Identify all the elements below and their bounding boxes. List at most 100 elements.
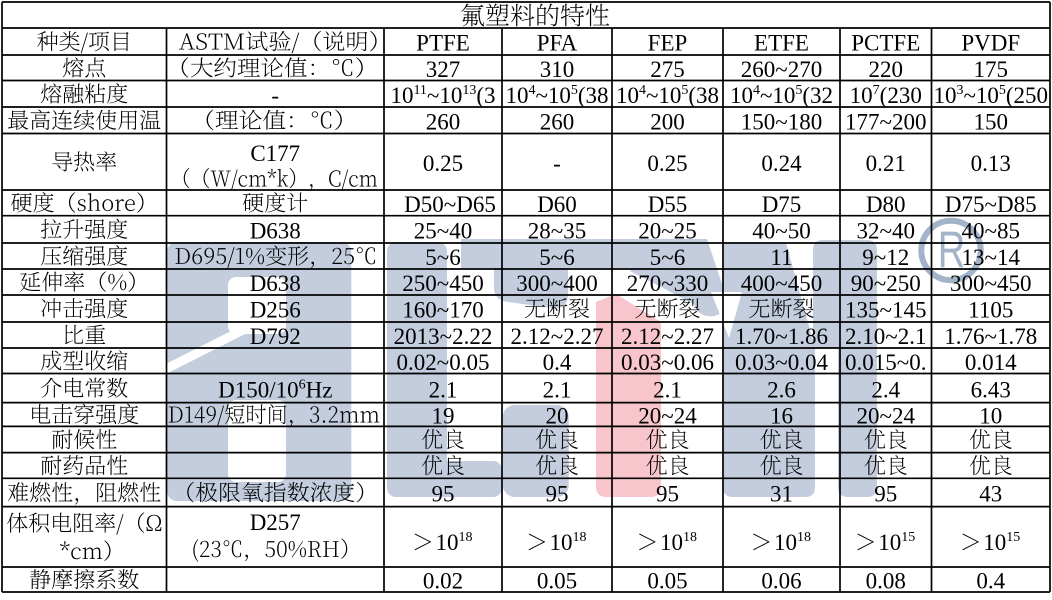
svg-text:0.08: 0.08 [866,569,906,594]
svg-text:10: 10 [979,404,1002,429]
svg-text:D638: D638 [250,271,301,296]
svg-text:275: 275 [650,57,685,82]
svg-text:2.6: 2.6 [767,377,796,402]
svg-text:2.1: 2.1 [429,377,458,402]
svg-text:9~12: 9~12 [862,245,909,270]
svg-text:D60: D60 [537,192,577,217]
svg-text:0.02~0.05: 0.02~0.05 [397,350,490,375]
svg-text:2.1: 2.1 [653,377,682,402]
svg-text:11: 11 [770,245,792,270]
svg-text:0.03~0.06: 0.03~0.06 [621,350,714,375]
svg-text:PVDF: PVDF [961,31,1020,56]
svg-text:2.10~2.1: 2.10~2.1 [845,324,926,349]
svg-text:150~180: 150~180 [741,109,822,134]
svg-text:103~105(250: 103~105(250 [933,83,1048,108]
svg-text:20~25: 20~25 [638,219,696,244]
svg-text:1.76~1.78: 1.76~1.78 [944,324,1037,349]
svg-text:260: 260 [540,109,575,134]
svg-text:D256: D256 [250,298,301,323]
svg-text:260~270: 260~270 [741,57,822,82]
svg-text:260: 260 [426,109,461,134]
svg-text:300~400: 300~400 [516,271,597,296]
svg-text:95: 95 [656,482,679,507]
svg-text:D80: D80 [866,192,906,217]
svg-text:1018: 1018 [436,530,473,555]
svg-text:90~250: 90~250 [851,271,921,296]
svg-text:D150/106Hz: D150/106Hz [218,377,332,402]
svg-text:1011~1013(3: 1011~1013(3 [390,83,495,108]
svg-text:0.4: 0.4 [543,350,572,375]
svg-text:250~450: 250~450 [402,271,483,296]
svg-text:2.12~2.27: 2.12~2.27 [511,324,604,349]
svg-text:107(230: 107(230 [850,83,922,108]
svg-text:D50~D65: D50~D65 [404,192,496,217]
svg-text:40~50: 40~50 [752,219,810,244]
svg-text:0.015~0.: 0.015~0. [845,350,926,375]
svg-text:40~85: 40~85 [962,219,1020,244]
svg-text:150: 150 [974,109,1009,134]
svg-text:16: 16 [770,404,793,429]
svg-text:104~105(38: 104~105(38 [505,83,608,108]
svg-text:135~145: 135~145 [845,298,926,323]
svg-text:95: 95 [546,482,569,507]
svg-text:1018: 1018 [550,530,587,555]
svg-text:0.06: 0.06 [761,569,801,594]
svg-text:1015: 1015 [878,530,915,555]
svg-text:19: 19 [432,404,455,429]
svg-text:28~35: 28~35 [528,219,586,244]
svg-text:D792: D792 [250,324,301,349]
svg-text:6.43: 6.43 [971,377,1011,402]
svg-text:D257: D257 [250,510,301,535]
svg-text:104~105(38: 104~105(38 [616,83,719,108]
svg-text:FEP: FEP [648,31,688,56]
svg-text:0.03~0.04: 0.03~0.04 [735,350,828,375]
svg-text:0.21: 0.21 [866,151,906,176]
svg-text:31: 31 [770,482,793,507]
svg-text:177~200: 177~200 [845,109,926,134]
svg-text:32~40: 32~40 [857,219,915,244]
svg-text:5~6: 5~6 [539,245,574,270]
svg-text:20: 20 [546,404,569,429]
svg-text:0.24: 0.24 [761,151,802,176]
svg-text:160~170: 160~170 [402,298,483,323]
svg-text:0.25: 0.25 [647,151,687,176]
svg-text:C177: C177 [250,141,300,166]
svg-text:300~450: 300~450 [950,271,1031,296]
svg-text:0.05: 0.05 [537,569,577,594]
svg-text:2.1: 2.1 [543,377,572,402]
svg-text:PFA: PFA [537,31,578,56]
svg-text:5~6: 5~6 [425,245,460,270]
svg-text:D638: D638 [250,219,301,244]
svg-text:1018: 1018 [660,530,697,555]
svg-text:1105: 1105 [968,298,1013,323]
svg-text:25~40: 25~40 [414,219,472,244]
svg-text:270~330: 270~330 [627,271,708,296]
svg-text:175: 175 [974,57,1009,82]
svg-text:-: - [271,83,279,108]
svg-text:43: 43 [979,482,1002,507]
svg-text:D75: D75 [762,192,802,217]
svg-text:0.02: 0.02 [423,569,463,594]
svg-text:95: 95 [432,482,455,507]
svg-text:1.70~1.86: 1.70~1.86 [735,324,828,349]
svg-text:0.014: 0.014 [965,350,1017,375]
svg-text:0.25: 0.25 [423,151,463,176]
svg-text:400~450: 400~450 [741,271,822,296]
svg-text:PTFE: PTFE [416,31,470,56]
svg-text:PCTFE: PCTFE [851,31,920,56]
svg-text:2013~2.22: 2013~2.22 [394,324,493,349]
svg-text:-: - [553,151,561,176]
svg-text:ETFE: ETFE [754,31,809,56]
svg-text:0.13: 0.13 [971,151,1011,176]
svg-text:0.05: 0.05 [647,569,687,594]
svg-text:104~105(32: 104~105(32 [730,83,833,108]
svg-text:0.4: 0.4 [976,569,1005,594]
svg-text:310: 310 [540,57,575,82]
svg-text:2.4: 2.4 [871,377,900,402]
svg-text:1018: 1018 [774,530,811,555]
svg-text:200: 200 [650,109,685,134]
svg-text:13~14: 13~14 [962,245,1021,270]
svg-text:1015: 1015 [983,530,1020,555]
svg-text:220: 220 [869,57,904,82]
svg-text:95: 95 [874,482,897,507]
